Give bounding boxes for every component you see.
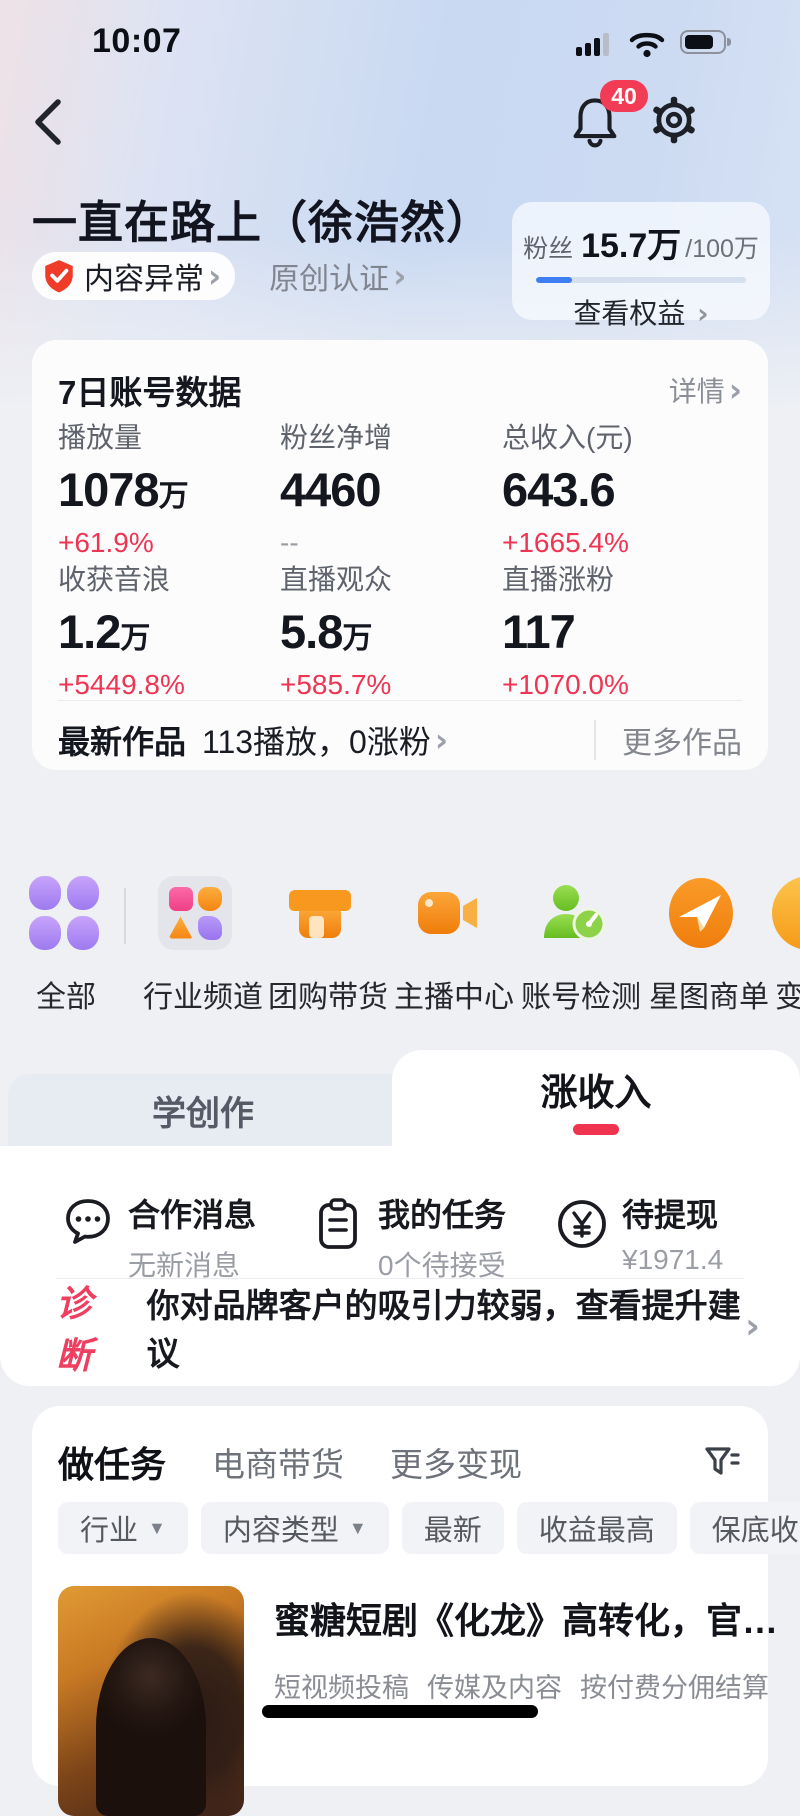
stat-live-fans: 直播涨粉 117 +1070.0% bbox=[502, 564, 629, 700]
active-tab-indicator bbox=[573, 1123, 619, 1135]
fans-card[interactable]: 粉丝 15.7万 /100万 查看权益 › bbox=[512, 202, 770, 329]
grid-icon bbox=[29, 876, 103, 950]
withdrawable-card[interactable]: 待提现 ¥1971.4 bbox=[556, 1190, 723, 1276]
tab-more-monetize[interactable]: 更多变现 bbox=[390, 1446, 523, 1483]
filter-guaranteed-income[interactable]: 保底收入 bbox=[689, 1502, 800, 1554]
chat-bubble-icon bbox=[62, 1196, 114, 1252]
view-benefits-link[interactable]: 查看权益 › bbox=[573, 297, 709, 330]
settings-gear-icon[interactable] bbox=[648, 94, 700, 146]
page-title: 一直在路上（徐浩然） bbox=[32, 197, 493, 248]
detail-link[interactable]: 详情 › bbox=[668, 371, 742, 409]
stat-income: 总收入(元) 643.6 +1665.4% bbox=[502, 422, 633, 558]
diagnosis-tag: 诊断 bbox=[56, 1283, 94, 1376]
home-indicator[interactable] bbox=[262, 1705, 538, 1718]
status-time: 10:07 bbox=[92, 22, 182, 60]
battery-icon bbox=[680, 30, 731, 54]
tab-learn-create[interactable]: 学创作 bbox=[8, 1074, 428, 1146]
shortcut-account-check[interactable]: 账号检测 bbox=[521, 876, 641, 1016]
clipboard-icon bbox=[312, 1196, 364, 1252]
stat-sound-waves: 收获音浪 1.2万 +5449.8% bbox=[58, 564, 185, 700]
yen-circle-icon bbox=[556, 1196, 608, 1252]
tab-grow-income[interactable]: 涨收入 bbox=[392, 1050, 800, 1146]
cooperation-messages-card[interactable]: 合作消息 无新消息 bbox=[62, 1190, 256, 1284]
back-button[interactable] bbox=[26, 96, 70, 148]
caret-down-icon: ▼ bbox=[148, 1517, 166, 1538]
signal-icon bbox=[603, 33, 609, 56]
my-tasks-card[interactable]: 我的任务 0个待接受 bbox=[312, 1190, 506, 1284]
task-tags: 短视频投稿 传媒及内容 按付费分佣结算 bbox=[274, 1673, 769, 1703]
shield-check-icon bbox=[45, 260, 73, 293]
filter-content-type[interactable]: 内容类型 ▼ bbox=[200, 1502, 389, 1554]
task-list-item[interactable]: 蜜糖短剧《化龙》高转化，官… 短视频投稿 传媒及内容 按付费分佣结算 bbox=[58, 1586, 779, 1816]
shortcut-group-buy[interactable]: 团购带货 bbox=[268, 876, 388, 1016]
tab-do-tasks[interactable]: 做任务 bbox=[58, 1444, 167, 1485]
storefront-icon bbox=[283, 876, 357, 950]
shortcut-industry-channel[interactable]: 行业频道 bbox=[143, 876, 263, 1016]
stat-fans-net: 粉丝净增 4460 -- bbox=[280, 422, 393, 558]
filter-industry[interactable]: 行业 ▼ bbox=[58, 1502, 188, 1554]
latest-works-stats[interactable]: 113播放，0涨粉 bbox=[202, 724, 431, 760]
stat-live-viewers: 直播观众 5.8万 +585.7% bbox=[280, 564, 393, 700]
paper-plane-icon bbox=[664, 876, 738, 950]
status-icons bbox=[576, 28, 766, 60]
fans-progress-bar bbox=[536, 277, 746, 283]
partial-icon bbox=[772, 876, 800, 950]
signal-icon bbox=[585, 43, 591, 56]
wifi-icon bbox=[628, 29, 666, 59]
content-warning-badge[interactable]: 内容异常 › bbox=[32, 252, 236, 300]
fans-label: 粉丝 bbox=[523, 235, 574, 263]
signal-icon bbox=[576, 47, 582, 56]
latest-works-label: 最新作品 bbox=[58, 724, 187, 760]
income-panel: 合作消息 无新消息 我的任务 0个待接受 待提现 ¥1971.4 bbox=[0, 1146, 800, 1386]
divider bbox=[58, 700, 742, 701]
chevron-right-icon: › bbox=[697, 297, 709, 330]
filter-funnel-icon[interactable] bbox=[702, 1442, 742, 1482]
chevron-right-icon: › bbox=[728, 371, 742, 409]
original-cert-badge[interactable]: 原创认证 › bbox=[269, 257, 407, 296]
person-gauge-icon bbox=[536, 876, 610, 950]
signal-icon bbox=[594, 38, 600, 56]
task-thumbnail bbox=[58, 1586, 244, 1816]
shortcut-live-center[interactable]: 主播中心 bbox=[394, 876, 514, 1016]
divider bbox=[124, 888, 126, 944]
notification-count-badge: 40 bbox=[600, 80, 648, 112]
chevron-right-icon: › bbox=[208, 257, 222, 295]
more-works-link[interactable]: 更多作品 bbox=[594, 720, 742, 760]
stats-title: 7日账号数据 bbox=[58, 374, 242, 411]
video-camera-icon bbox=[409, 876, 483, 950]
chevron-right-icon: › bbox=[434, 721, 449, 759]
filter-highest-income[interactable]: 收益最高 bbox=[516, 1502, 677, 1554]
diagnosis-row[interactable]: 诊断 你对品牌客户的吸引力较弱，查看提升建议 › bbox=[56, 1283, 760, 1376]
divider bbox=[56, 1278, 744, 1279]
shortcut-star-map[interactable]: 星图商单 bbox=[649, 876, 769, 1016]
filter-chips: 行业 ▼ 内容类型 ▼ 最新 收益最高 保底收入 bbox=[58, 1502, 800, 1554]
shortcuts-row: 全部 行业频道 团购带货 bbox=[0, 876, 800, 1036]
industry-channel-icon bbox=[158, 876, 232, 950]
task-title: 蜜糖短剧《化龙》高转化，官… bbox=[274, 1600, 779, 1641]
chevron-right-icon: › bbox=[393, 257, 407, 295]
filter-newest[interactable]: 最新 bbox=[401, 1502, 504, 1554]
stat-plays: 播放量 1078万 +61.9% bbox=[58, 422, 189, 558]
caret-down-icon: ▼ bbox=[348, 1517, 367, 1538]
fans-value: 15.7万 bbox=[581, 227, 682, 265]
fans-total: /100万 bbox=[685, 235, 759, 263]
stats-card: 7日账号数据 详情 › 播放量 1078万 +61.9% 粉丝净增 4460 -… bbox=[32, 340, 768, 770]
badge-row: 内容异常 › 原创认证 › bbox=[32, 252, 406, 300]
diagnosis-message: 你对品牌客户的吸引力较弱，查看提升建议 bbox=[146, 1287, 741, 1372]
tasks-card: 做任务 电商带货 更多变现 行业 ▼ 内容类型 ▼ 最新 收益最高 保底收入 bbox=[32, 1406, 800, 1816]
tab-ecommerce[interactable]: 电商带货 bbox=[212, 1446, 345, 1483]
shortcut-all[interactable]: 全部 bbox=[14, 876, 118, 1016]
chevron-right-icon: › bbox=[745, 1306, 760, 1347]
shortcut-monetize[interactable]: 变 bbox=[772, 876, 800, 1016]
